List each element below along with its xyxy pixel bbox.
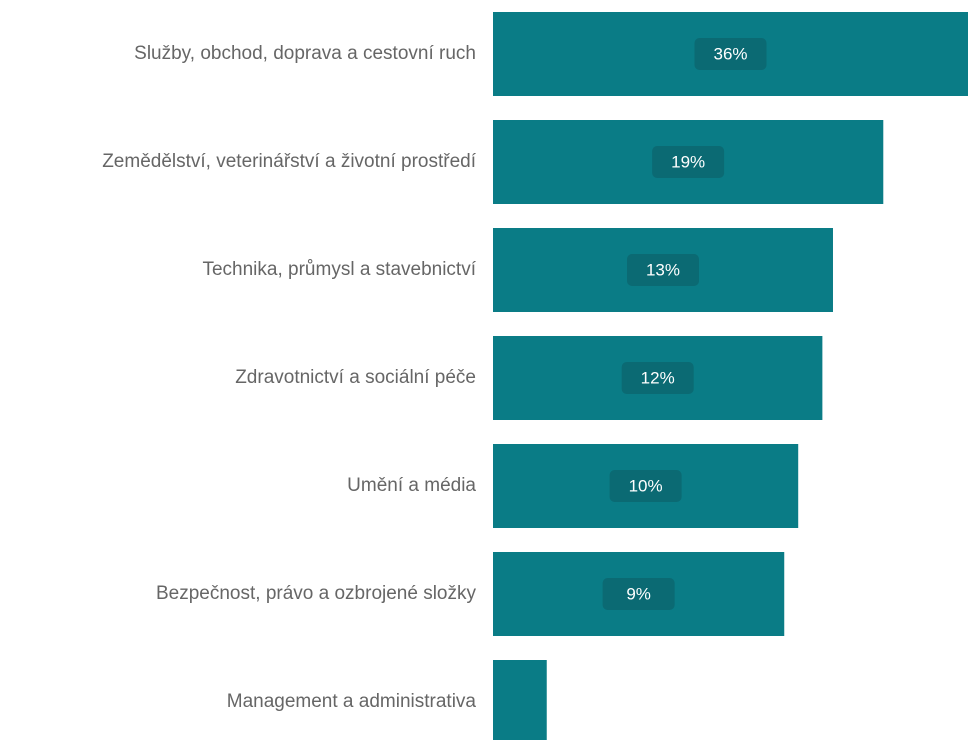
value-label-box (652, 146, 725, 178)
value-label-box (602, 578, 675, 610)
category-label: Technika, průmysl a stavebnictví (202, 259, 476, 280)
value-label-box (626, 254, 699, 286)
value-label: 19% (671, 152, 705, 171)
category-label: Zemědělství, veterinářství a životní pro… (102, 151, 477, 172)
value-label: 9% (626, 584, 651, 603)
value-label-box (694, 38, 767, 70)
bar (493, 660, 547, 740)
category-label: Zdravotnictví a sociální péče (235, 367, 476, 388)
category-label: Bezpečnost, právo a ozbrojené složky (156, 583, 477, 604)
value-label: 10% (629, 476, 663, 495)
category-label: Služby, obchod, doprava a cestovní ruch (134, 43, 476, 64)
category-label: Management a administrativa (227, 691, 477, 712)
value-label-box (609, 470, 682, 502)
value-label: 13% (646, 260, 680, 279)
value-label: 12% (641, 368, 675, 387)
value-label: 36% (713, 44, 747, 63)
category-label: Umění a média (347, 475, 476, 496)
value-label-box (621, 362, 694, 394)
